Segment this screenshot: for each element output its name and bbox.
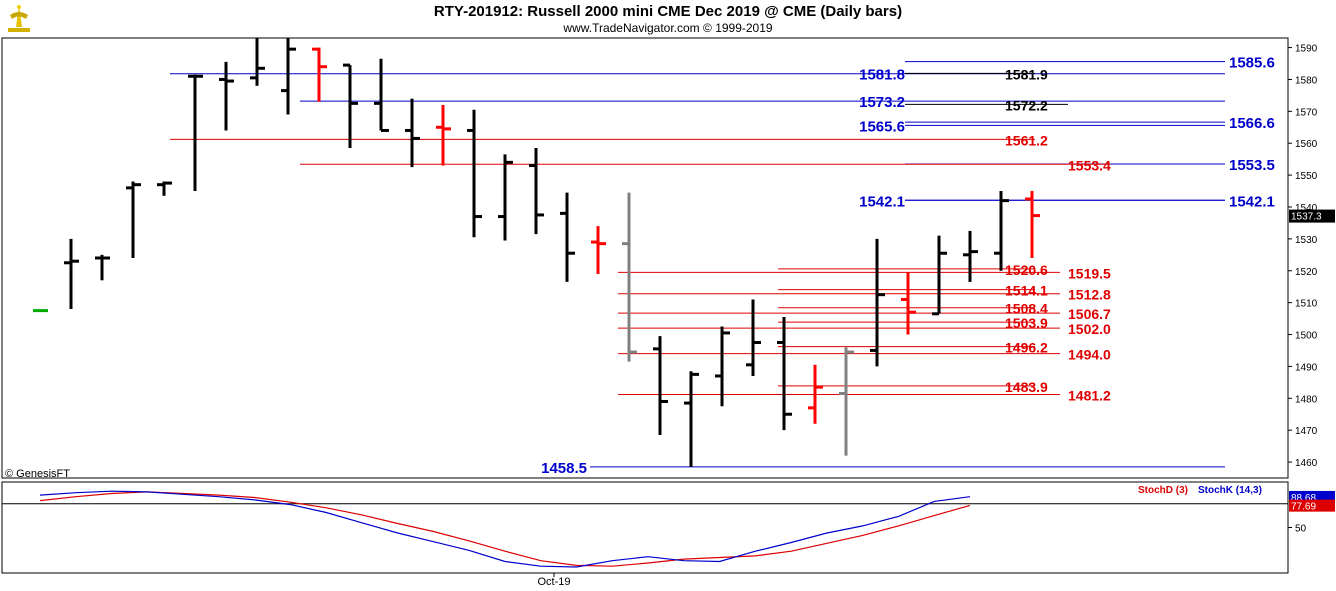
level-label: 1512.8 [1068,287,1111,303]
level-label: 1503.9 [1005,315,1048,331]
price-axis-label: 1460 [1295,458,1318,469]
level-label: 1506.7 [1068,306,1111,322]
level-label: 1581.8 [859,67,905,84]
level-label: 1573.2 [859,94,905,111]
copyright-label: © GenesisFT [5,468,70,480]
level-label: 1502.0 [1068,321,1111,337]
level-label: 1542.1 [1229,193,1275,210]
price-axis-label: 1510 [1295,299,1318,310]
stoch-d-value: 77.69 [1291,502,1316,513]
price-axis-label: 1480 [1295,394,1318,405]
price-axis-label: 1590 [1295,44,1318,55]
chart-title: RTY-201912: Russell 2000 mini CME Dec 20… [433,3,903,20]
price-axis-label: 1580 [1295,75,1318,86]
chart-header: RTY-201912: Russell 2000 mini CME Dec 20… [0,0,1336,38]
level-label: 1566.6 [1229,115,1275,132]
stoch-series-line [39,491,971,567]
level-label: 1481.2 [1068,387,1111,403]
level-label: 1519.5 [1068,265,1111,281]
level-label: 1572.2 [1005,97,1048,113]
price-axis-label: 1520 [1295,267,1318,278]
price-axis-label: 1490 [1295,362,1318,373]
stoch-d-legend: StochD (3) [1138,485,1188,496]
level-label: 1585.6 [1229,55,1275,72]
stoch-series-line [39,490,971,568]
price-axis-label: 1550 [1295,171,1318,182]
price-axis-label: 1570 [1295,107,1318,118]
price-axis-label: 1470 [1295,426,1318,437]
last-price-badge [1289,209,1335,223]
level-label: 1561.2 [1005,132,1048,148]
level-label: 1483.9 [1005,379,1048,395]
stoch-d-value-badge [1289,499,1335,512]
stoch-k-legend: StochK (14,3) [1198,485,1262,496]
stoch-k-value: 88.68 [1291,493,1316,504]
chart-subtitle: www.TradeNavigator.com © 1999-2019 [563,21,773,35]
genesis-logo-icon [4,3,34,35]
price-axis-label: 1540 [1295,203,1318,214]
level-label: 1494.0 [1068,347,1111,363]
level-label: 1553.5 [1229,157,1275,174]
price-axis-label: 1530 [1295,235,1318,246]
price-axis-label: 1500 [1295,331,1318,342]
stochastic-panel [1,481,1289,574]
level-label: 1542.1 [859,193,905,210]
level-label: 1565.6 [859,118,905,135]
level-label: 1496.2 [1005,340,1048,356]
level-label: 1514.1 [1005,283,1048,299]
x-axis-label: Oct-19 [537,576,570,588]
level-label: 1581.9 [1005,66,1048,82]
last-price-label: 1537.3 [1291,212,1322,223]
level-label: 1458.5 [541,460,587,477]
price-axis-label: 1560 [1295,139,1318,150]
price-panel [1,37,1289,479]
stoch-axis-label: 50 [1295,524,1307,535]
level-label: 1520.6 [1005,262,1048,278]
level-label: 1553.4 [1068,157,1111,173]
